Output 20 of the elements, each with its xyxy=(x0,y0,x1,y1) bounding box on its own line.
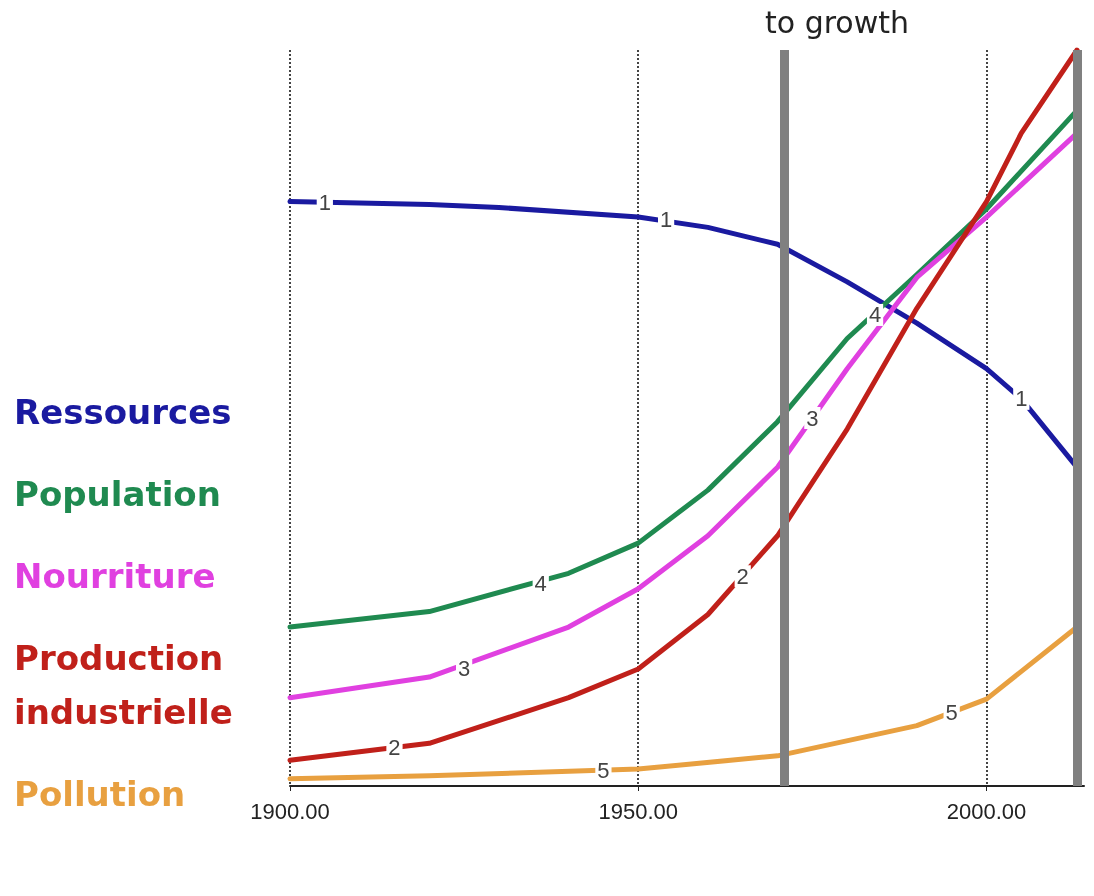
annotation: 5 xyxy=(945,699,958,725)
x-tick-label: 1950.00 xyxy=(598,798,679,824)
annotation: 4 xyxy=(534,571,547,597)
chart-title: to growth xyxy=(765,4,910,40)
annotation: 1 xyxy=(659,206,673,232)
text: Pollution xyxy=(14,774,186,814)
text: Population xyxy=(14,474,221,514)
annotation: 2 xyxy=(736,563,749,589)
text: Nourriture xyxy=(14,556,216,596)
annotation: 3 xyxy=(806,405,819,431)
text: Ressources xyxy=(14,392,232,432)
annotation: 3 xyxy=(458,655,471,681)
series-label: Production industrielle xyxy=(14,638,236,732)
annotation: 4 xyxy=(868,302,882,328)
annotation: 5 xyxy=(597,758,610,784)
x-tick-label: 1900.00 xyxy=(250,798,330,824)
annotation: 2 xyxy=(388,735,401,761)
annotation: 1 xyxy=(318,189,331,215)
annotation: 1 xyxy=(1015,386,1028,412)
x-tick-label: 2000.00 xyxy=(946,798,1027,824)
